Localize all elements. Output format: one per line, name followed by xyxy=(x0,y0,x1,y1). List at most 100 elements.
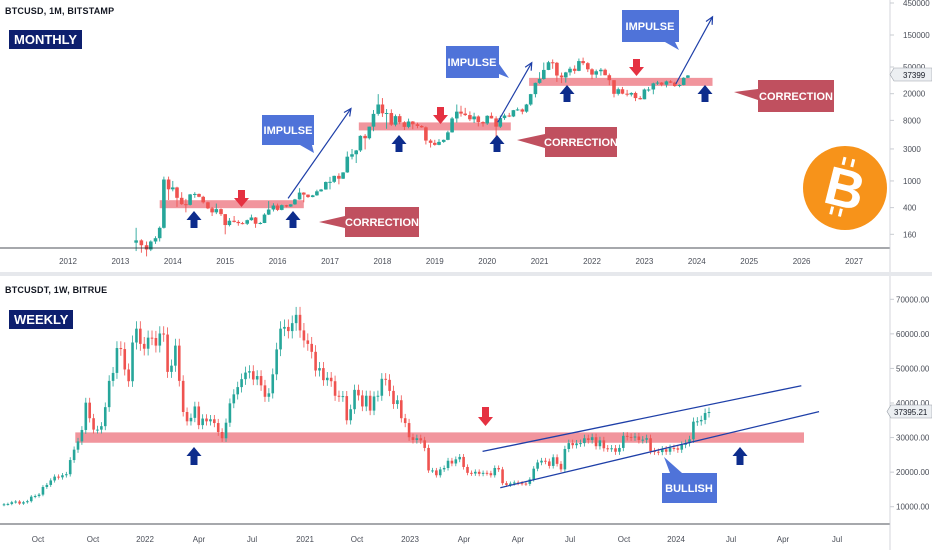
weekly-x-tick-label: Apr xyxy=(193,535,206,544)
candle-body xyxy=(536,462,539,469)
candle-body xyxy=(472,116,476,120)
candle-body xyxy=(544,460,547,462)
candle-body xyxy=(481,122,485,124)
monthly-x-tick-label: 2017 xyxy=(321,257,339,266)
candle-body xyxy=(686,75,690,78)
candle-body xyxy=(298,314,302,331)
candle-body xyxy=(376,104,381,114)
candle-body xyxy=(61,475,64,478)
candle-body xyxy=(283,326,286,329)
candle-body xyxy=(275,349,278,375)
candle-body xyxy=(249,217,254,221)
candle-body xyxy=(329,377,333,382)
candle-body xyxy=(637,436,641,440)
candle-body xyxy=(135,328,138,343)
current-price-label: 37399 xyxy=(903,71,926,80)
candle-body xyxy=(406,121,411,127)
candle-body xyxy=(455,111,459,119)
candle-body xyxy=(53,476,56,481)
candle-body xyxy=(216,423,220,433)
candle-body xyxy=(57,476,60,478)
candle-body xyxy=(166,179,171,190)
arrow-up-icon xyxy=(285,211,301,228)
candle-body xyxy=(437,141,441,145)
candle-body xyxy=(287,326,290,332)
candle-body xyxy=(586,438,590,440)
impulse-label: IMPULSE xyxy=(448,57,497,69)
candle-body xyxy=(174,345,177,366)
candle-body xyxy=(668,81,673,83)
candle-body xyxy=(528,94,533,105)
correction-label: CORRECTION xyxy=(345,217,419,229)
candle-body xyxy=(579,443,582,445)
candle-body xyxy=(707,411,711,414)
candle-body xyxy=(205,418,208,422)
panel-separator[interactable] xyxy=(0,272,932,276)
candle-body xyxy=(485,472,489,474)
candle-body xyxy=(139,240,144,246)
candle-body xyxy=(302,192,306,195)
candle-body xyxy=(616,89,620,94)
monthly-badge: MONTHLY xyxy=(8,29,84,50)
arrow-up-icon xyxy=(697,85,713,102)
weekly-y-tick-label: 40000.00 xyxy=(896,399,930,408)
candle-body xyxy=(559,75,564,78)
candle-body xyxy=(185,411,189,422)
monthly-x-tick-label: 2025 xyxy=(740,257,758,266)
candle-body xyxy=(341,396,345,398)
candle-body xyxy=(571,443,574,446)
candle-body xyxy=(177,345,181,381)
monthly-x-tick-label: 2018 xyxy=(374,257,392,266)
candle-body xyxy=(361,395,364,407)
candle-body xyxy=(575,443,578,446)
monthly-x-tick-label: 2022 xyxy=(583,257,601,266)
candle-body xyxy=(641,439,645,441)
weekly-symbol-header: BTCUSDT, 1W, BITRUE xyxy=(5,285,108,295)
weekly-support-zone xyxy=(75,432,804,443)
candle-body xyxy=(248,371,251,373)
candle-body xyxy=(389,113,394,125)
candle-body xyxy=(127,369,130,382)
channel-upper-line xyxy=(482,385,802,453)
monthly-impulse-lines xyxy=(287,15,714,199)
candle-body xyxy=(290,323,294,332)
weekly-y-tick-label: 20000.00 xyxy=(896,468,930,477)
weekly-x-tick-label: Oct xyxy=(32,535,45,544)
candle-body xyxy=(259,376,263,386)
candle-body xyxy=(363,135,367,139)
candle-body xyxy=(520,483,524,485)
bitcoin-logo-icon: B xyxy=(803,146,887,230)
monthly-x-tick-label: 2014 xyxy=(164,257,182,266)
arrow-down-icon xyxy=(234,190,249,207)
candle-body xyxy=(364,395,368,407)
candle-body xyxy=(520,109,525,112)
candle-body xyxy=(345,396,349,421)
candle-body xyxy=(170,365,173,372)
candle-body xyxy=(703,413,707,420)
candle-body xyxy=(603,69,607,76)
candle-body xyxy=(633,92,638,99)
candle-body xyxy=(664,449,668,452)
arrow-up-icon xyxy=(186,447,202,465)
candle-body xyxy=(376,395,380,397)
candle-body xyxy=(184,204,188,206)
candle-body xyxy=(367,126,372,139)
candle-body xyxy=(537,79,542,83)
candle-body xyxy=(392,390,395,405)
candle-body xyxy=(214,209,219,213)
candle-body xyxy=(509,483,512,485)
weekly-x-tick-label: 2024 xyxy=(667,535,685,544)
candle-body xyxy=(393,116,398,125)
candle-body xyxy=(620,89,625,94)
candle-body xyxy=(134,240,138,243)
candle-body xyxy=(88,402,91,419)
monthly-x-tick-label: 2012 xyxy=(59,257,77,266)
candle-body xyxy=(493,467,497,476)
candle-body xyxy=(477,471,481,474)
candle-body xyxy=(423,440,426,448)
candle-body xyxy=(551,457,555,466)
candle-body xyxy=(150,337,154,339)
candle-body xyxy=(236,221,241,224)
candle-body xyxy=(157,227,162,239)
weekly-x-tick-label: Oct xyxy=(87,535,100,544)
